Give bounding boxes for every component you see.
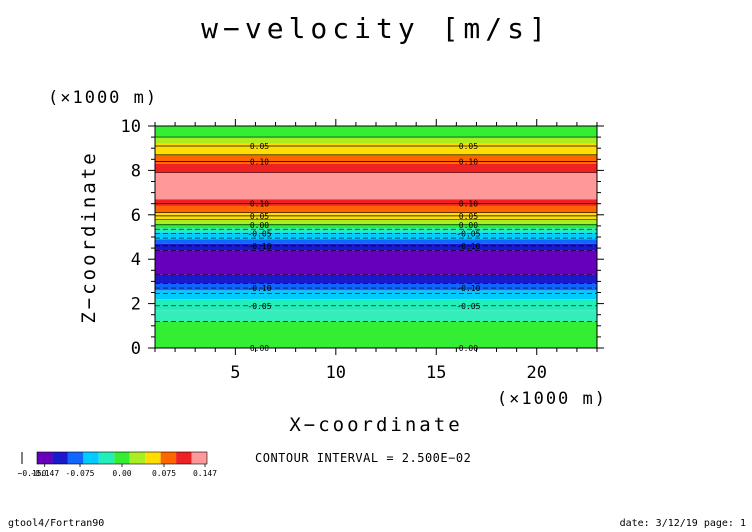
contour-label-1-1: 0.10 xyxy=(459,158,478,167)
contour-label-3-1: 0.05 xyxy=(459,212,478,221)
contour-label-5-1: -0.05 xyxy=(456,230,480,239)
x-axis: 5 10 15 20 xyxy=(154,119,598,383)
x-tick-label-3: 20 xyxy=(526,363,546,383)
band-14 xyxy=(155,205,597,213)
band-11 xyxy=(155,223,597,229)
colorbar-swatch-0 xyxy=(37,452,53,464)
colorbar-swatch-8 xyxy=(160,452,177,464)
colorbar-tick-label-2: 0.00 xyxy=(112,469,131,478)
chart-title: w−velocity [m/s] xyxy=(201,12,551,45)
contour-label-4-1: 0.00 xyxy=(459,221,478,230)
band-21 xyxy=(155,126,597,138)
colorbar-tick-label-4: 0.147 xyxy=(193,469,217,478)
band-16 xyxy=(155,172,597,200)
band-8 xyxy=(155,239,597,244)
y-axis: 0 2 4 6 8 10 xyxy=(121,117,604,359)
colorbar-swatch-6 xyxy=(129,452,146,464)
band-15 xyxy=(155,199,597,206)
band-9 xyxy=(155,232,597,240)
y-tick-label-2: 4 xyxy=(131,250,141,270)
band-7 xyxy=(155,243,597,251)
colorbar-swatch-10 xyxy=(191,452,207,464)
colorbar-tick-label-1: -0.075 xyxy=(66,469,95,478)
y-unit-label: (×1000 m) xyxy=(48,88,158,108)
y-tick-label-1: 2 xyxy=(131,295,141,315)
colorbar-swatch-7 xyxy=(145,452,161,464)
footer-right: date: 3/12/19 page: 1 xyxy=(620,518,746,529)
colorbar-swatch-5 xyxy=(114,452,130,464)
y-tick-label-0: 0 xyxy=(131,339,141,359)
x-tick-label-1: 10 xyxy=(326,363,346,383)
x-tick-label-0: 5 xyxy=(230,363,240,383)
contour-label-3-0: 0.05 xyxy=(250,212,269,221)
band-2 xyxy=(155,299,597,311)
band-19 xyxy=(155,143,597,155)
contour-label-7-1: -0.10 xyxy=(456,284,480,293)
band-6 xyxy=(155,250,597,275)
y-axis-label: Z−coordinate xyxy=(78,150,100,323)
band-20 xyxy=(155,137,597,144)
contour-label-0-1: 0.05 xyxy=(459,142,478,151)
colorbar-swatch-9 xyxy=(176,452,192,464)
colorbar-tick-label-0: -0.147 xyxy=(30,469,59,478)
y-tick-label-4: 8 xyxy=(131,161,141,181)
colorbar-swatch-3 xyxy=(83,452,99,464)
contour-label-5-0: -0.05 xyxy=(247,230,271,239)
band-0 xyxy=(155,321,597,348)
contour-label-0-0: 0.05 xyxy=(250,142,269,151)
contour-label-4-0: 0.00 xyxy=(250,221,269,230)
colorbar-swatch-2 xyxy=(67,452,84,464)
band-12 xyxy=(155,219,597,224)
x-unit-label: (×1000 m) xyxy=(497,389,607,409)
contour-interval-note: CONTOUR INTERVAL = 2.500E−02 xyxy=(255,451,471,465)
band-4 xyxy=(155,283,597,291)
colorbar-swatch-4 xyxy=(98,452,115,464)
contour-label-1-0: 0.10 xyxy=(250,158,269,167)
contour-label-2-0: 0.10 xyxy=(250,200,269,209)
band-3 xyxy=(155,290,597,300)
footer-left: gtool4/Fortran90 xyxy=(8,518,104,529)
y-tick-label-3: 6 xyxy=(131,206,141,226)
band-17 xyxy=(155,163,597,173)
contour-label-8-0: -0.05 xyxy=(247,302,271,311)
colorbar: -0.147 -0.075 0.00 0.075 0.147 −0.150 xyxy=(18,451,217,478)
band-10 xyxy=(155,228,597,233)
contour-label-7-0: -0.10 xyxy=(247,284,271,293)
colorbar-tick-label-3: 0.075 xyxy=(152,469,176,478)
plot-area: 0.05 0.050.10 0.100.10 0.100.05 0.050.00 0.00… xyxy=(154,125,598,353)
contour-label-8-1: -0.05 xyxy=(456,302,480,311)
contour-label-2-1: 0.10 xyxy=(459,200,478,209)
contour-label-6-1: -0.10 xyxy=(456,242,480,251)
x-axis-label: X−coordinate xyxy=(289,414,462,436)
band-5 xyxy=(155,274,597,284)
contour-label-6-0: -0.10 xyxy=(247,242,271,251)
band-18 xyxy=(155,154,597,164)
x-tick-label-2: 15 xyxy=(426,363,446,383)
y-tick-label-5: 10 xyxy=(121,117,141,137)
colorbar-swatch-1 xyxy=(52,452,68,464)
colorbar-overlap-label: −0.150 xyxy=(18,469,47,478)
band-1 xyxy=(155,310,597,322)
